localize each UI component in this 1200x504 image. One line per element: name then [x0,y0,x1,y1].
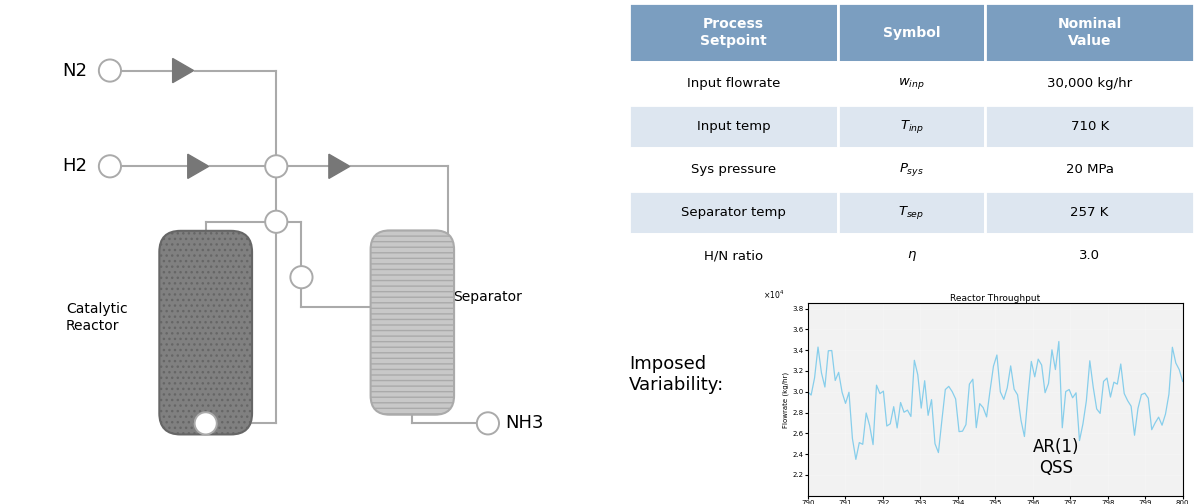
Circle shape [98,59,121,82]
FancyBboxPatch shape [371,230,454,415]
Text: $T_{inp}$: $T_{inp}$ [900,118,924,135]
Bar [838,62,985,105]
Text: Input temp: Input temp [697,120,770,133]
Text: Catalytic
Reactor: Catalytic Reactor [66,302,127,333]
Circle shape [98,155,121,177]
Text: $T_{sep}$: $T_{sep}$ [899,204,924,221]
Bar [985,105,1194,148]
Circle shape [290,266,312,288]
Text: 3.0: 3.0 [1079,249,1100,262]
Bar [985,234,1194,277]
Text: $w_{inp}$: $w_{inp}$ [898,76,925,91]
Circle shape [265,211,287,233]
Bar [629,191,838,234]
Text: N2: N2 [62,61,88,80]
Text: Nominal
Value: Nominal Value [1057,18,1122,48]
Text: 20 MPa: 20 MPa [1066,163,1114,176]
Text: $\eta$: $\eta$ [906,248,917,263]
Text: Symbol: Symbol [883,26,941,39]
Bar [985,148,1194,191]
Text: 257 K: 257 K [1070,206,1109,219]
Text: 710 K: 710 K [1070,120,1109,133]
Bar [838,3,985,62]
Circle shape [265,155,287,177]
Text: 30,000 kg/hr: 30,000 kg/hr [1048,77,1132,90]
Bar [629,3,838,62]
Bar [629,148,838,191]
Polygon shape [329,154,350,178]
Circle shape [194,412,217,434]
Bar [985,3,1194,62]
Bar [838,234,985,277]
Text: H2: H2 [62,157,88,175]
Bar [838,191,985,234]
Text: $P_{sys}$: $P_{sys}$ [899,161,924,178]
Polygon shape [187,154,209,178]
Bar [629,105,838,148]
Text: Sys pressure: Sys pressure [691,163,776,176]
Bar [985,62,1194,105]
Polygon shape [173,58,193,83]
Text: Separator: Separator [452,290,522,304]
Bar [629,234,838,277]
Text: NH3: NH3 [505,414,544,432]
Bar [838,148,985,191]
Text: H/N ratio: H/N ratio [704,249,763,262]
Text: Imposed
Variability:: Imposed Variability: [629,355,724,394]
Bar [838,105,985,148]
Text: Input flowrate: Input flowrate [686,77,780,90]
FancyBboxPatch shape [160,231,252,434]
Bar [629,62,838,105]
Text: Separator temp: Separator temp [682,206,786,219]
Text: Process
Setpoint: Process Setpoint [700,18,767,48]
Bar [985,191,1194,234]
Circle shape [476,412,499,434]
